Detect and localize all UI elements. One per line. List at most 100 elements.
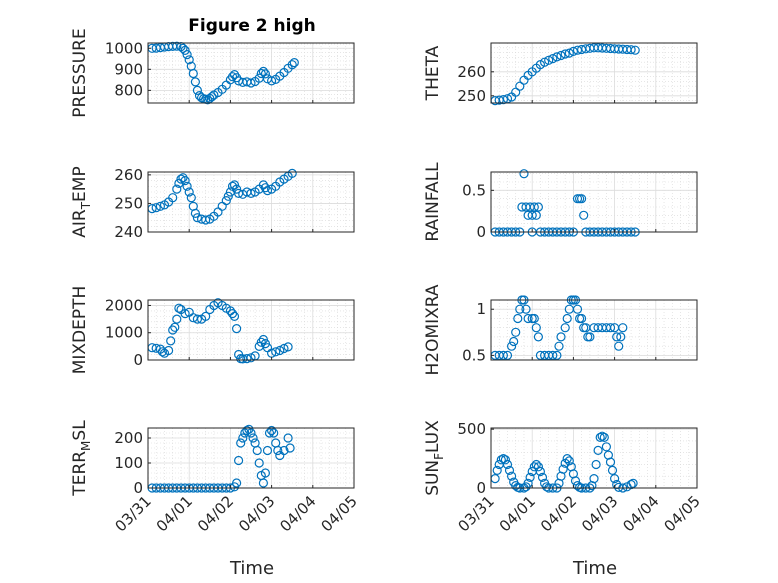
data-point [192, 314, 202, 324]
y-tick-label: 100 [114, 454, 143, 472]
plot-area [491, 172, 697, 232]
data-point [180, 176, 190, 186]
data-point [260, 69, 270, 79]
data-point [275, 345, 285, 356]
x-tick-label: 04/04 [276, 492, 319, 535]
data-point [190, 77, 200, 87]
data-point [232, 184, 242, 194]
data-point [178, 43, 188, 53]
x-axis-label-left: Time [229, 558, 274, 579]
data-point [264, 428, 275, 438]
data-point [591, 459, 601, 470]
x-axis-label-right: Time [572, 558, 617, 579]
data-point [252, 445, 262, 456]
y-tick-label: 1000 [105, 39, 143, 57]
data-point [502, 350, 513, 360]
data-point [248, 433, 258, 443]
data-point [612, 332, 622, 342]
y-axis-label: AIRTEMP [70, 166, 93, 237]
data-point [616, 332, 626, 342]
data-point [190, 208, 200, 218]
data-point [589, 474, 599, 484]
data-point [554, 341, 564, 351]
axes-box [147, 42, 355, 104]
axes-box [490, 427, 698, 489]
y-tick-label: 0 [476, 479, 486, 497]
data-point [184, 55, 194, 65]
data-point [192, 85, 202, 96]
data-point [242, 354, 252, 364]
y-axis-label: MIXDEPTH [70, 286, 90, 375]
data-point [492, 465, 502, 475]
data-point [267, 425, 277, 436]
data-point [548, 350, 558, 360]
data-point [531, 459, 541, 470]
data-point [507, 341, 517, 351]
data-point [556, 50, 566, 61]
data-point [287, 168, 297, 178]
data-series [490, 431, 638, 493]
data-point [533, 202, 544, 212]
data-point [227, 72, 238, 82]
data-point [607, 465, 618, 475]
data-point [201, 311, 211, 321]
data-series [147, 168, 297, 225]
data-point [537, 472, 548, 482]
data-point [182, 181, 192, 191]
data-point [560, 49, 570, 59]
data-point [155, 201, 165, 211]
data-series [147, 41, 299, 105]
data-point [227, 309, 238, 319]
data-point [262, 186, 273, 196]
data-point [544, 55, 554, 65]
data-point [576, 313, 587, 324]
y-axis-label: TERRMSL [70, 420, 93, 497]
y-tick-label: 1 [476, 300, 486, 318]
data-point [509, 336, 519, 347]
y-tick-label: 260 [114, 166, 143, 184]
data-point [504, 465, 515, 475]
data-point [273, 445, 283, 456]
axes-box [147, 299, 355, 361]
axes-box [490, 171, 698, 233]
data-point [626, 45, 636, 55]
y-tick-label: 0 [476, 223, 486, 241]
data-point [151, 203, 161, 213]
data-point [601, 442, 612, 452]
subplot-pressure: 800 900 1000 PRESSURE [70, 28, 355, 118]
data-point [283, 433, 293, 443]
data-point [260, 468, 270, 478]
data-point [525, 472, 535, 482]
y-tick-label: 0 [133, 479, 143, 497]
data-point [258, 66, 268, 77]
data-point [533, 462, 544, 472]
y-tick-label: 250 [114, 194, 143, 212]
x-tick-label: 04/02 [537, 492, 580, 535]
data-point [157, 347, 167, 357]
data-point [576, 194, 587, 204]
data-point [564, 48, 574, 58]
data-point [174, 303, 184, 313]
y-tick-label: 800 [114, 81, 143, 99]
data-point [229, 311, 240, 321]
axes-box [490, 299, 698, 361]
data-point [529, 202, 539, 212]
x-tick-label: 04/01 [496, 492, 539, 535]
data-point [258, 478, 268, 488]
y-axis-label: PRESSURE [70, 28, 90, 117]
data-point [246, 428, 256, 438]
data-point [618, 323, 628, 333]
y-axis-label: RAINFALL [423, 162, 443, 242]
plot-area [148, 172, 354, 232]
data-point [166, 336, 176, 346]
plot-area [491, 428, 697, 488]
data-point [605, 457, 616, 467]
y-tick-label: 0 [133, 351, 143, 369]
data-point [232, 324, 242, 334]
data-point [234, 455, 244, 466]
data-series [147, 298, 293, 364]
subplot-air-temp: 240 250 260 AIRTEMP [70, 166, 355, 241]
data-point [523, 478, 533, 488]
